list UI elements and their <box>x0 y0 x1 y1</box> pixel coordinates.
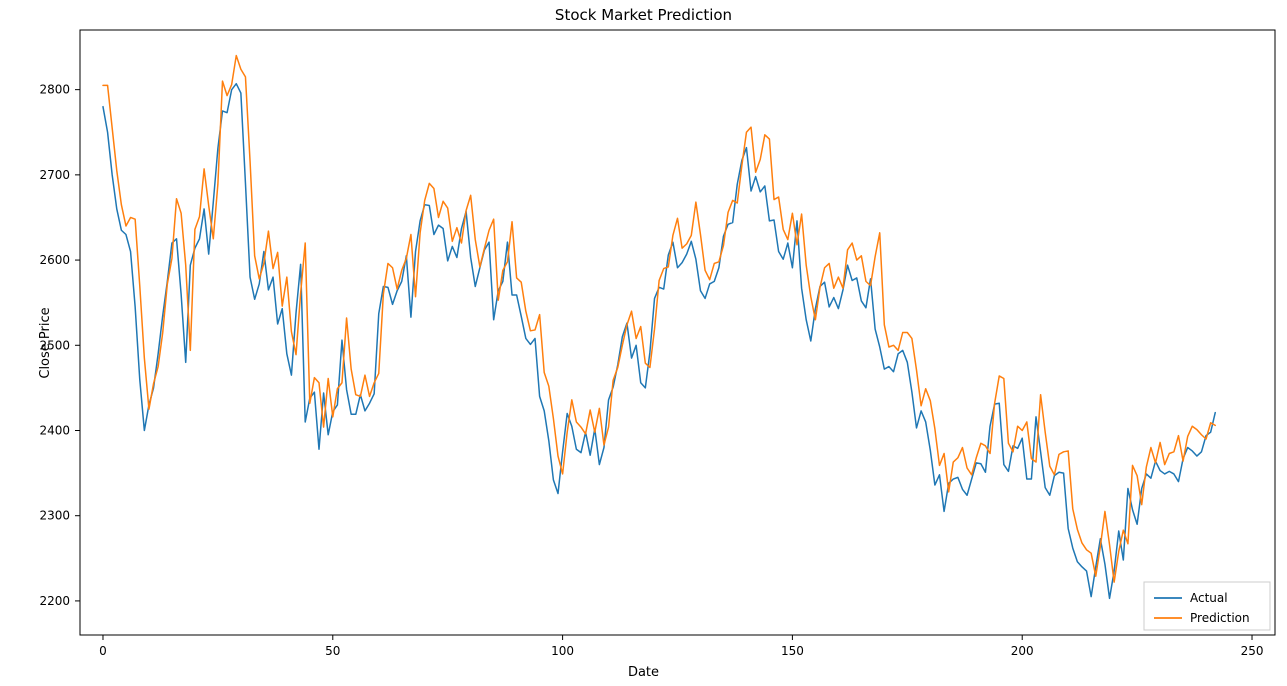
y-tick-label: 2400 <box>39 423 70 437</box>
legend-label: Actual <box>1190 591 1228 605</box>
x-tick-label: 0 <box>99 644 107 658</box>
y-tick-label: 2500 <box>39 338 70 352</box>
legend: Actual Prediction <box>1144 582 1270 630</box>
series-prediction <box>103 56 1215 583</box>
x-tick-label: 200 <box>1011 644 1034 658</box>
axes-box <box>80 30 1275 635</box>
series-actual <box>103 84 1215 599</box>
plot-area: 0 50 100 150 200 250 2200 2300 2400 2500 2600 2700 2… <box>0 0 1287 686</box>
x-tick-label: 250 <box>1241 644 1264 658</box>
y-tick-label: 2200 <box>39 594 70 608</box>
y-tick-label: 2300 <box>39 509 70 523</box>
y-tick-label: 2700 <box>39 168 70 182</box>
x-tick-label: 50 <box>325 644 340 658</box>
x-tick-label: 100 <box>551 644 574 658</box>
stock-chart: Stock Market Prediction Close Price Date… <box>0 0 1287 686</box>
y-tick-label: 2600 <box>39 253 70 267</box>
x-tick-label: 150 <box>781 644 804 658</box>
legend-label: Prediction <box>1190 611 1250 625</box>
y-tick-label: 2800 <box>39 83 70 97</box>
